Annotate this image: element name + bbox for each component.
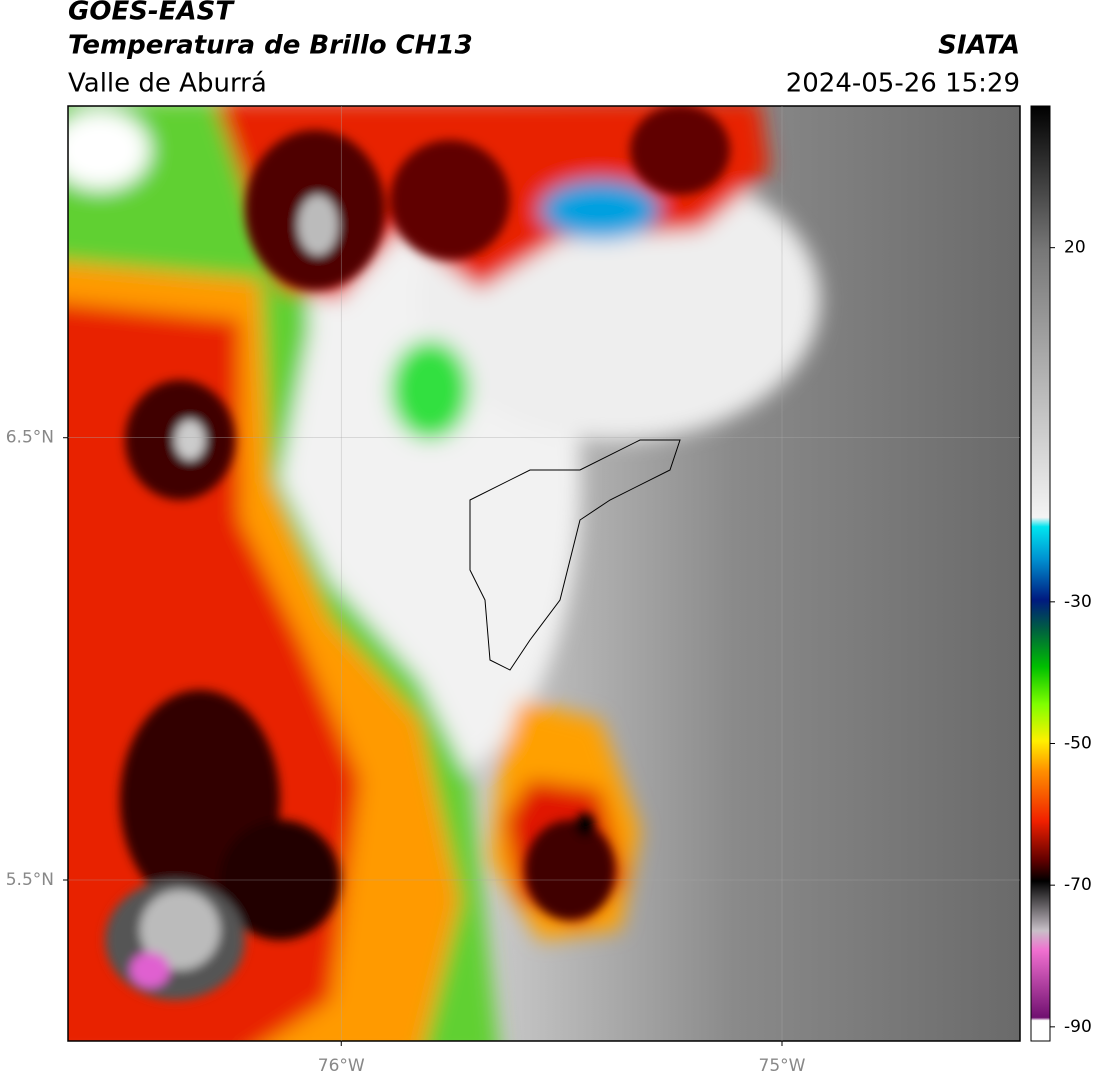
colorbar-tick-label: -90 [1064, 1017, 1092, 1037]
satellite-image [68, 106, 1020, 1041]
title: GOES-EAST [68, 0, 235, 27]
subtitle: Temperatura de Brillo CH13 [68, 31, 473, 61]
source: SIATA [938, 31, 1020, 61]
colorbar-tick-label: -70 [1064, 875, 1092, 895]
map-frame [67, 105, 1021, 1042]
colorbar-tick-label: -30 [1064, 592, 1092, 612]
colorbar [1030, 105, 1051, 1042]
colorbar-tick-label: 20 [1064, 238, 1086, 258]
x-tick-label: 76°W [318, 1056, 365, 1076]
x-tick-label: 75°W [759, 1056, 806, 1076]
y-tick-label: 6.5°N [6, 428, 54, 448]
y-tick-label: 5.5°N [6, 870, 54, 890]
timestamp: 2024-05-26 15:29 [786, 69, 1020, 99]
region: Valle de Aburrá [68, 69, 267, 99]
colorbar-tick-label: -50 [1064, 734, 1092, 754]
